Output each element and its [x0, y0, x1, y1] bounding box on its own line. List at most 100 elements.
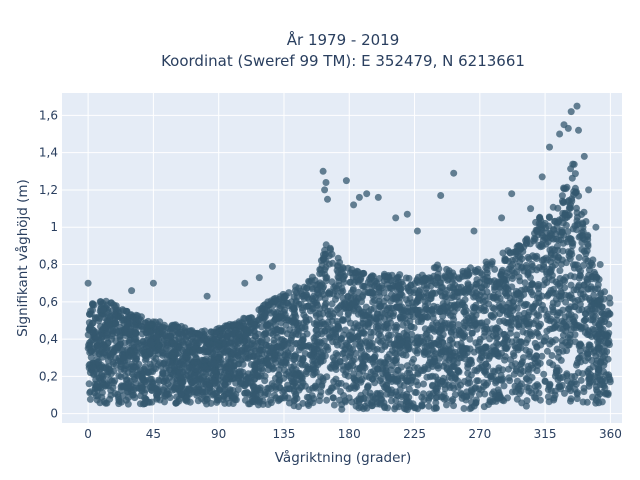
data-point	[177, 322, 185, 330]
data-point	[188, 364, 196, 372]
data-point	[468, 388, 476, 396]
data-point	[166, 394, 174, 402]
data-point	[421, 343, 429, 351]
data-point	[581, 310, 589, 318]
data-point	[537, 341, 545, 349]
data-point	[383, 381, 391, 389]
data-point	[491, 265, 499, 273]
data-point	[356, 370, 363, 378]
data-point	[549, 254, 557, 262]
data-point	[430, 405, 438, 412]
data-point	[599, 388, 607, 396]
data-point	[399, 314, 406, 322]
data-point	[351, 300, 359, 308]
data-point	[526, 318, 534, 326]
data-point	[377, 338, 385, 346]
data-point	[255, 316, 263, 324]
data-point	[591, 307, 599, 315]
data-point	[178, 379, 186, 387]
data-point	[163, 341, 171, 349]
data-point	[454, 383, 462, 391]
data-point	[247, 314, 255, 322]
data-point	[420, 380, 427, 388]
data-point	[360, 362, 368, 370]
data-points	[84, 102, 614, 414]
data-point	[141, 356, 149, 364]
data-point	[470, 227, 478, 235]
data-point	[93, 338, 101, 346]
data-point	[268, 262, 276, 270]
data-point	[375, 288, 383, 296]
data-point	[360, 353, 368, 361]
data-point	[455, 284, 463, 291]
data-point	[342, 177, 350, 185]
data-point	[449, 396, 457, 403]
data-point	[256, 347, 264, 355]
data-point	[556, 275, 564, 282]
data-point	[560, 318, 568, 326]
data-point	[472, 396, 480, 404]
data-point	[321, 266, 329, 274]
data-point	[316, 322, 324, 330]
data-point	[489, 304, 497, 312]
data-point	[111, 303, 119, 311]
data-point	[298, 383, 306, 390]
data-point	[174, 359, 182, 367]
data-point	[496, 278, 504, 286]
data-point	[412, 378, 420, 386]
data-point	[430, 302, 438, 310]
data-point	[227, 351, 235, 359]
data-point	[369, 289, 377, 297]
data-point	[553, 219, 561, 227]
data-point	[112, 312, 120, 320]
data-point	[429, 372, 437, 380]
data-point	[324, 325, 332, 333]
data-point	[253, 360, 261, 368]
data-point	[133, 346, 141, 354]
data-point	[571, 331, 579, 339]
data-point	[558, 381, 566, 389]
data-point	[593, 388, 601, 396]
data-point	[581, 316, 589, 324]
data-point	[433, 339, 441, 347]
data-point	[592, 223, 600, 231]
data-point	[113, 329, 121, 337]
data-point	[512, 255, 519, 263]
data-point	[303, 284, 311, 292]
data-point	[124, 400, 132, 408]
data-point	[221, 381, 229, 389]
data-point	[461, 355, 469, 363]
data-point	[595, 366, 603, 374]
data-point	[160, 386, 167, 394]
data-point	[111, 390, 119, 397]
data-point	[596, 261, 604, 268]
data-point	[180, 360, 188, 368]
data-point	[390, 309, 398, 317]
data-point	[486, 398, 494, 406]
data-point	[597, 325, 605, 333]
data-point	[564, 124, 572, 132]
data-point	[241, 315, 249, 323]
data-point	[164, 380, 172, 388]
data-point	[95, 317, 103, 325]
data-point	[161, 331, 169, 339]
data-point	[178, 329, 185, 337]
data-point	[405, 385, 413, 393]
data-point	[430, 353, 438, 360]
data-point	[127, 311, 135, 319]
data-point	[333, 318, 341, 325]
data-point	[224, 373, 232, 380]
data-point	[147, 340, 155, 348]
data-point	[158, 373, 166, 381]
data-point	[466, 379, 474, 387]
data-point	[367, 368, 375, 376]
data-point	[475, 364, 483, 372]
data-point	[392, 214, 400, 222]
data-point	[100, 398, 108, 405]
data-point	[276, 304, 284, 312]
data-point	[480, 383, 488, 391]
data-point	[97, 323, 104, 330]
data-point	[151, 385, 159, 392]
data-point	[402, 296, 410, 304]
data-point	[110, 347, 118, 355]
